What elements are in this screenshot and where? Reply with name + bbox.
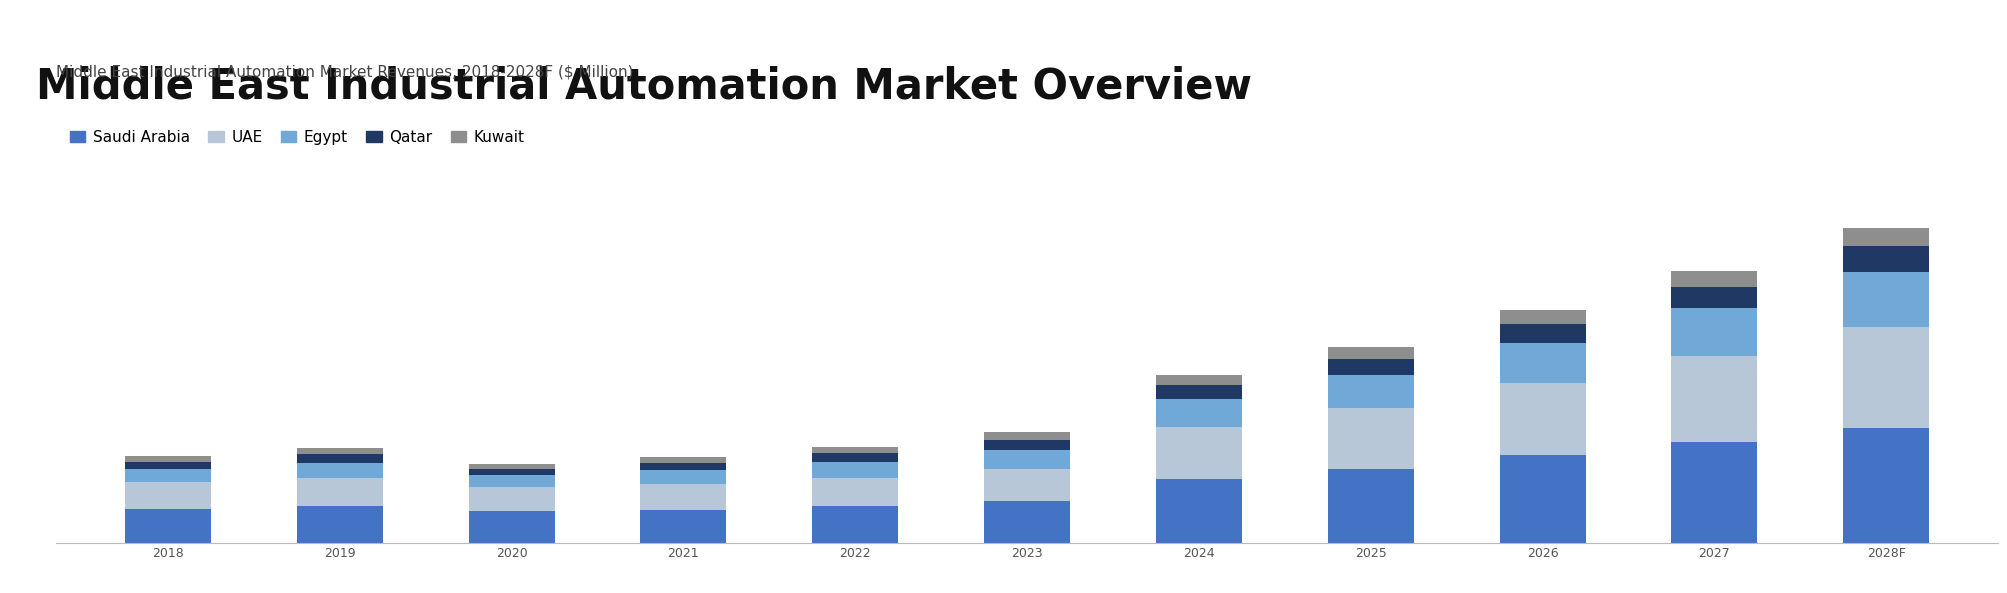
Bar — [1156, 375, 1240, 385]
Bar — [297, 463, 383, 478]
Bar — [468, 468, 554, 475]
Bar — [813, 478, 897, 506]
Bar — [1842, 428, 1929, 543]
Bar — [640, 470, 727, 484]
Bar — [813, 447, 897, 453]
Bar — [1156, 426, 1240, 479]
Bar — [124, 468, 211, 482]
Bar — [983, 440, 1070, 451]
Bar — [1499, 343, 1586, 383]
Bar — [1327, 408, 1413, 468]
Bar — [1670, 442, 1756, 543]
Bar — [124, 457, 211, 462]
Bar — [640, 484, 727, 510]
Bar — [468, 475, 554, 487]
Bar — [1842, 246, 1929, 272]
Bar — [1842, 228, 1929, 246]
Bar — [983, 432, 1070, 440]
Bar — [1327, 375, 1413, 408]
Bar — [1670, 271, 1756, 286]
Bar — [468, 464, 554, 468]
Bar — [983, 468, 1070, 500]
Bar — [1327, 347, 1413, 359]
Bar — [1670, 286, 1756, 308]
Bar — [983, 451, 1070, 468]
Bar — [1327, 359, 1413, 375]
Bar — [1842, 327, 1929, 428]
Bar — [813, 506, 897, 543]
Bar — [1327, 468, 1413, 543]
Bar — [1156, 479, 1240, 543]
Bar — [1499, 383, 1586, 455]
Text: Middle East Industrial Automation Market Overview: Middle East Industrial Automation Market… — [36, 65, 1252, 107]
Bar — [813, 453, 897, 463]
Bar — [1156, 398, 1240, 426]
Bar — [1156, 385, 1240, 398]
Bar — [124, 482, 211, 509]
Bar — [640, 510, 727, 543]
Bar — [813, 463, 897, 478]
Bar — [640, 457, 727, 463]
Bar — [124, 509, 211, 543]
Text: Middle East Industrial Automation Market Revenues, 2018-2028F ($ Million): Middle East Industrial Automation Market… — [56, 65, 634, 79]
Bar — [640, 463, 727, 470]
Bar — [1499, 311, 1586, 324]
Bar — [1842, 272, 1929, 327]
Bar — [297, 506, 383, 543]
Bar — [983, 500, 1070, 543]
Bar — [297, 448, 383, 454]
Bar — [1499, 455, 1586, 543]
Bar — [297, 478, 383, 506]
Bar — [1670, 308, 1756, 356]
Legend: Saudi Arabia, UAE, Egypt, Qatar, Kuwait: Saudi Arabia, UAE, Egypt, Qatar, Kuwait — [64, 123, 530, 151]
Bar — [124, 462, 211, 468]
Bar — [468, 487, 554, 512]
Bar — [1499, 324, 1586, 343]
Bar — [297, 454, 383, 463]
Bar — [1670, 356, 1756, 442]
Bar — [468, 512, 554, 543]
